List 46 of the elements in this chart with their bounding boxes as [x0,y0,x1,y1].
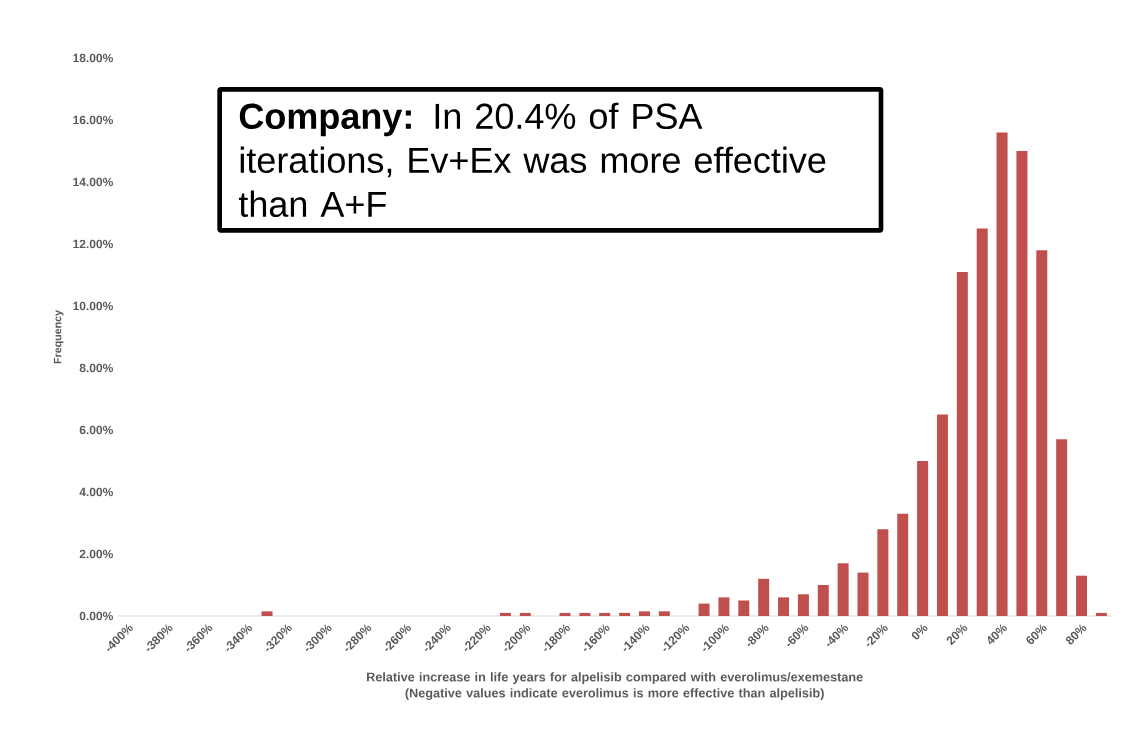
bar [698,603,710,616]
x-tick-label: 60% [1026,624,1047,645]
y-tick-label: 12.00% [73,239,113,249]
bar [837,563,849,616]
y-tick-label: 0.00% [79,611,113,621]
y-tick-label: 14.00% [73,177,113,187]
bar [1095,612,1107,616]
y-tick-label: 2.00% [79,549,113,559]
y-tick-label: 8.00% [79,363,113,373]
bar [996,132,1008,616]
bar [877,529,889,616]
bar [599,612,611,616]
bar [778,597,790,616]
bar [261,611,273,616]
bar [619,612,631,616]
bar [1056,439,1068,616]
bar [897,513,909,616]
bar [817,584,829,616]
bar [976,228,988,616]
bar [638,611,650,616]
x-tick-label: 40% [987,624,1007,645]
bar [738,600,750,616]
x-axis-title: Relative increase in life years for alpelisib compared with everolimus/exemestane (Negative values indicate everolimus is more effective than alpelisib) [367,672,863,701]
bar [936,414,948,616]
bar [559,612,571,616]
bar [1036,250,1048,616]
x-tick-label: 0% [911,624,928,640]
y-tick-label: 10.00% [73,301,113,311]
bar [857,572,869,616]
y-tick-label: 16.00% [73,115,113,125]
bar [917,460,929,616]
y-tick-label: 4.00% [79,487,113,497]
y-tick-label: 18.00% [73,53,113,63]
bar [499,612,511,616]
y-tick-label: 6.00% [79,425,113,435]
bar [1076,575,1088,616]
bar [718,597,730,616]
bar [1016,150,1028,616]
bar [579,612,591,616]
bar [956,271,968,616]
bar [797,594,809,616]
annotation: Company: In 20.4% of PSA iterations, Ev+Ex was more effective than A+F [238,102,826,218]
bar [658,611,670,616]
bar [519,612,531,616]
bar [758,578,770,616]
y-axis-title: Frequency [53,310,64,364]
